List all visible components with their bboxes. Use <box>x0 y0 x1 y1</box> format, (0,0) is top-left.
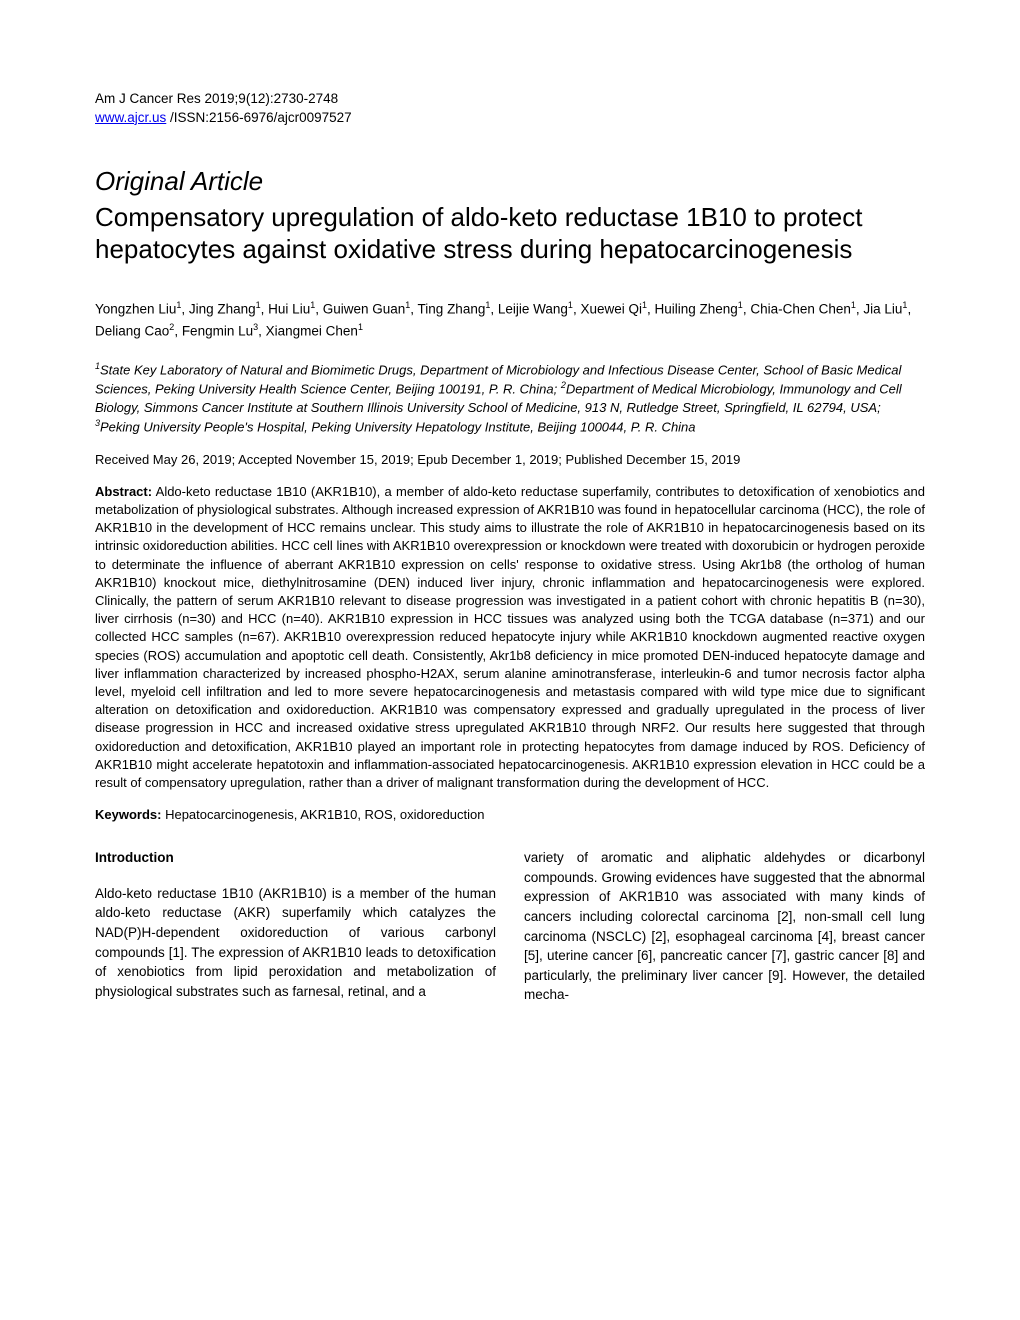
keywords-text: Hepatocarcinogenesis, AKR1B10, ROS, oxid… <box>161 807 484 822</box>
article-type: Original Article <box>95 166 925 197</box>
journal-header: Am J Cancer Res 2019;9(12):2730-2748 www… <box>95 90 925 128</box>
right-column: variety of aromatic and aliphatic aldehy… <box>524 848 925 1005</box>
article-title: Compensatory upregulation of aldo-keto r… <box>95 201 925 266</box>
abstract-label: Abstract: <box>95 484 152 499</box>
journal-citation: Am J Cancer Res 2019;9(12):2730-2748 <box>95 90 925 109</box>
keywords-label: Keywords: <box>95 807 161 822</box>
keywords-block: Keywords: Hepatocarcinogenesis, AKR1B10,… <box>95 806 925 824</box>
journal-link[interactable]: www.ajcr.us <box>95 110 166 125</box>
left-column: Introduction Aldo-keto reductase 1B10 (A… <box>95 848 496 1005</box>
issn-text: /ISSN:2156-6976/ajcr0097527 <box>166 110 351 125</box>
abstract-text: Aldo-keto reductase 1B10 (AKR1B10), a me… <box>95 484 925 790</box>
intro-text-right: variety of aromatic and aliphatic aldehy… <box>524 848 925 1005</box>
authors-list: Yongzhen Liu1, Jing Zhang1, Hui Liu1, Gu… <box>95 298 925 342</box>
abstract-block: Abstract: Aldo-keto reductase 1B10 (AKR1… <box>95 483 925 792</box>
intro-text-left: Aldo-keto reductase 1B10 (AKR1B10) is a … <box>95 884 496 1001</box>
affiliations: 1State Key Laboratory of Natural and Bio… <box>95 360 925 437</box>
introduction-heading: Introduction <box>95 848 496 868</box>
journal-issn-line: www.ajcr.us /ISSN:2156-6976/ajcr0097527 <box>95 109 925 128</box>
publication-dates: Received May 26, 2019; Accepted November… <box>95 451 925 469</box>
body-two-column: Introduction Aldo-keto reductase 1B10 (A… <box>95 848 925 1005</box>
